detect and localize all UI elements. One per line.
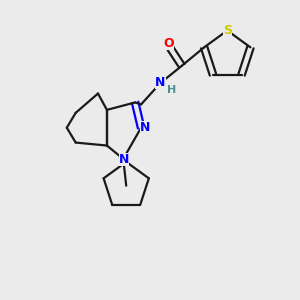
Text: N: N	[155, 76, 166, 89]
Text: O: O	[164, 37, 174, 50]
Text: N: N	[119, 153, 129, 166]
Text: S: S	[223, 24, 232, 37]
Text: N: N	[140, 121, 150, 134]
Text: H: H	[167, 85, 176, 94]
